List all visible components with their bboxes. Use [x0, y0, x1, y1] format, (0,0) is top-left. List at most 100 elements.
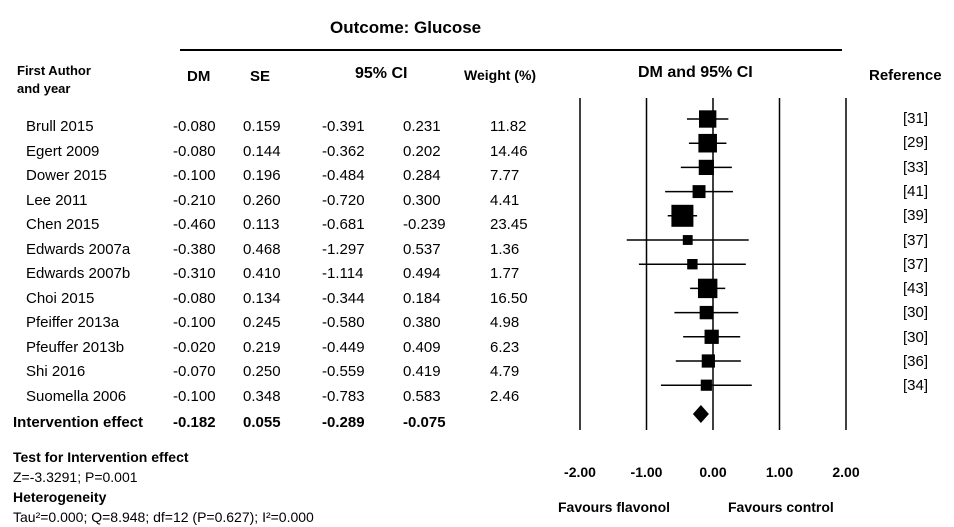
reference-item: [34]: [903, 377, 929, 395]
study-dm: -0.310: [173, 265, 216, 282]
reference-item: [37]: [903, 255, 929, 273]
total-author: Intervention effect: [13, 414, 144, 431]
study-ci-lower: -1.297: [322, 240, 365, 258]
study-dm: -0.070: [173, 363, 216, 380]
x-tick-label: 1.00: [765, 464, 794, 480]
study-dm: -0.080: [173, 118, 216, 135]
study-se: 0.245: [243, 314, 281, 331]
study-author: Chen 2015: [26, 216, 100, 233]
favours-right-label: Favours control: [728, 499, 834, 515]
study-ci-upper: 0.202: [403, 142, 441, 160]
effect-marker: [698, 159, 714, 176]
effect-marker: [697, 278, 718, 299]
heterogeneity-title: Heterogeneity: [13, 489, 107, 505]
study-weight: 2.46: [490, 387, 520, 405]
effect-marker: [699, 110, 717, 128]
study-ci-lower: -0.559: [322, 363, 365, 380]
study-weight: 16.50: [490, 289, 528, 307]
header-reference: Reference: [869, 67, 942, 84]
total-se: 0.055: [243, 414, 281, 431]
chart-title: Outcome: Glucose: [330, 18, 482, 37]
x-tick-label: -2.00: [564, 464, 596, 480]
study-ci-lower: -0.362: [322, 142, 365, 160]
effect-marker: [671, 204, 694, 227]
study-author: Egert 2009: [26, 142, 100, 160]
effect-marker: [699, 305, 714, 320]
study-ci-lower: -0.681: [322, 216, 365, 233]
study-dm: -0.380: [173, 240, 216, 258]
study-weight: 4.41: [490, 191, 520, 209]
reference-item: [39]: [903, 207, 929, 225]
total-lo: -0.289: [322, 414, 365, 431]
study-dm: -0.080: [173, 142, 216, 160]
study-ci-lower: -1.114: [322, 265, 364, 282]
reference-item: [31]: [903, 110, 929, 127]
study-ci-lower: -0.391: [322, 118, 365, 135]
x-tick-label: -1.00: [630, 464, 663, 480]
study-dm: -0.100: [173, 387, 216, 405]
study-author: Suomella 2006: [26, 387, 127, 405]
study-se: 0.348: [243, 387, 281, 405]
study-weight: 7.77: [490, 167, 520, 184]
study-ci-upper: 0.419: [403, 363, 441, 380]
summary-diamond: [692, 405, 709, 423]
study-se: 0.260: [243, 191, 281, 209]
study-dm: -0.460: [173, 216, 216, 233]
total-hi: -0.075: [403, 414, 446, 431]
study-se: 0.410: [243, 265, 281, 282]
study-se: 0.219: [243, 338, 281, 356]
study-dm: -0.020: [173, 338, 216, 356]
x-tick-label: 2.00: [832, 464, 860, 480]
test-title: Test for Intervention effect: [13, 449, 189, 465]
reference-item: [37]: [903, 231, 929, 249]
study-se: 0.196: [243, 167, 281, 184]
study-ci-upper: 0.300: [403, 191, 441, 209]
study-ci-lower: -0.344: [322, 289, 365, 307]
x-tick-label: 0.00: [699, 464, 727, 480]
study-ci-upper: 0.184: [403, 289, 441, 307]
reference-item: [30]: [903, 328, 929, 346]
study-ci-upper: 0.284: [403, 167, 441, 184]
study-ci-upper: 0.494: [403, 265, 441, 282]
study-author: Shi 2016: [26, 363, 86, 380]
reference-item: [33]: [903, 158, 929, 176]
study-se: 0.250: [243, 363, 281, 380]
effect-marker: [682, 235, 693, 245]
study-ci-upper: 0.231: [403, 118, 441, 135]
study-weight: 11.82: [490, 118, 527, 135]
header-plot: DM and 95% CI: [638, 64, 753, 81]
study-author: Pfeiffer 2013a: [26, 314, 120, 331]
study-ci-upper: -0.239: [403, 216, 446, 233]
study-ci-upper: 0.537: [403, 240, 441, 258]
study-ci-upper: 0.380: [403, 314, 441, 331]
study-weight: 4.98: [490, 314, 520, 331]
reference-item: [36]: [903, 353, 929, 370]
study-dm: -0.210: [173, 191, 216, 209]
effect-marker: [687, 259, 698, 270]
test-value: Z=-3.3291; P=0.001: [13, 469, 138, 485]
reference-item: [30]: [903, 304, 929, 322]
study-dm: -0.100: [173, 167, 216, 184]
study-ci-lower: -0.720: [322, 191, 365, 209]
study-author: Lee 2011: [26, 191, 88, 209]
study-weight: 23.45: [490, 216, 528, 233]
study-author: Edwards 2007b: [26, 265, 131, 282]
header-rule: [180, 49, 842, 51]
study-se: 0.159: [243, 118, 281, 135]
study-weight: 1.36: [490, 240, 520, 258]
study-dm: -0.080: [173, 289, 216, 307]
study-ci-upper: 0.409: [403, 338, 441, 356]
study-weight: 4.79: [490, 363, 520, 380]
study-se: 0.144: [243, 142, 281, 160]
total-dm: -0.182: [173, 414, 216, 431]
heterogeneity-value: Tau²=0.000; Q=8.948; df=12 (P=0.627); I²…: [13, 509, 314, 525]
study-se: 0.113: [243, 216, 280, 233]
study-se: 0.134: [243, 289, 281, 307]
header-dm: DM: [187, 68, 211, 85]
study-dm: -0.100: [173, 314, 216, 331]
study-author: Dower 2015: [26, 167, 107, 184]
study-author: Choi 2015: [26, 289, 95, 307]
study-author: Brull 2015: [26, 118, 94, 135]
header-author-line2: and year: [17, 81, 71, 96]
